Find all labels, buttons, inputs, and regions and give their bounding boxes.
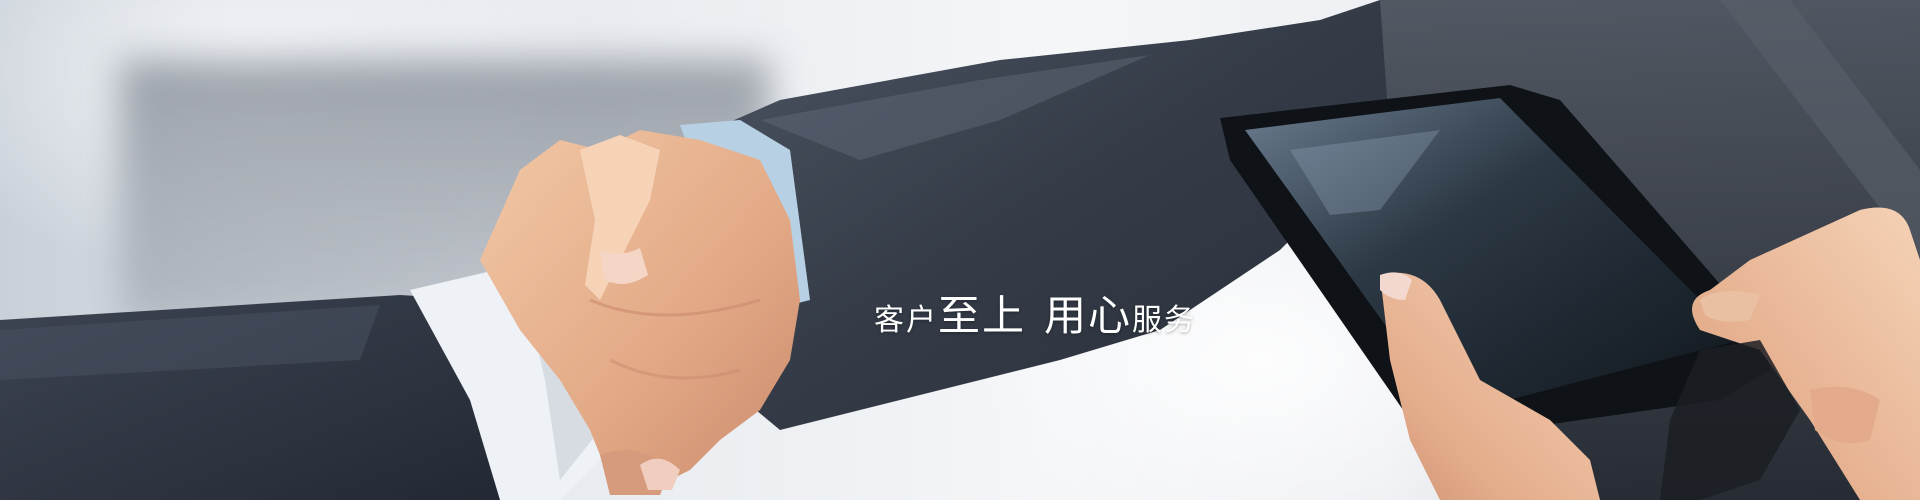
- hero-banner: 客户至上 用心服务: [0, 0, 1920, 500]
- handshake-photo: [0, 0, 1920, 500]
